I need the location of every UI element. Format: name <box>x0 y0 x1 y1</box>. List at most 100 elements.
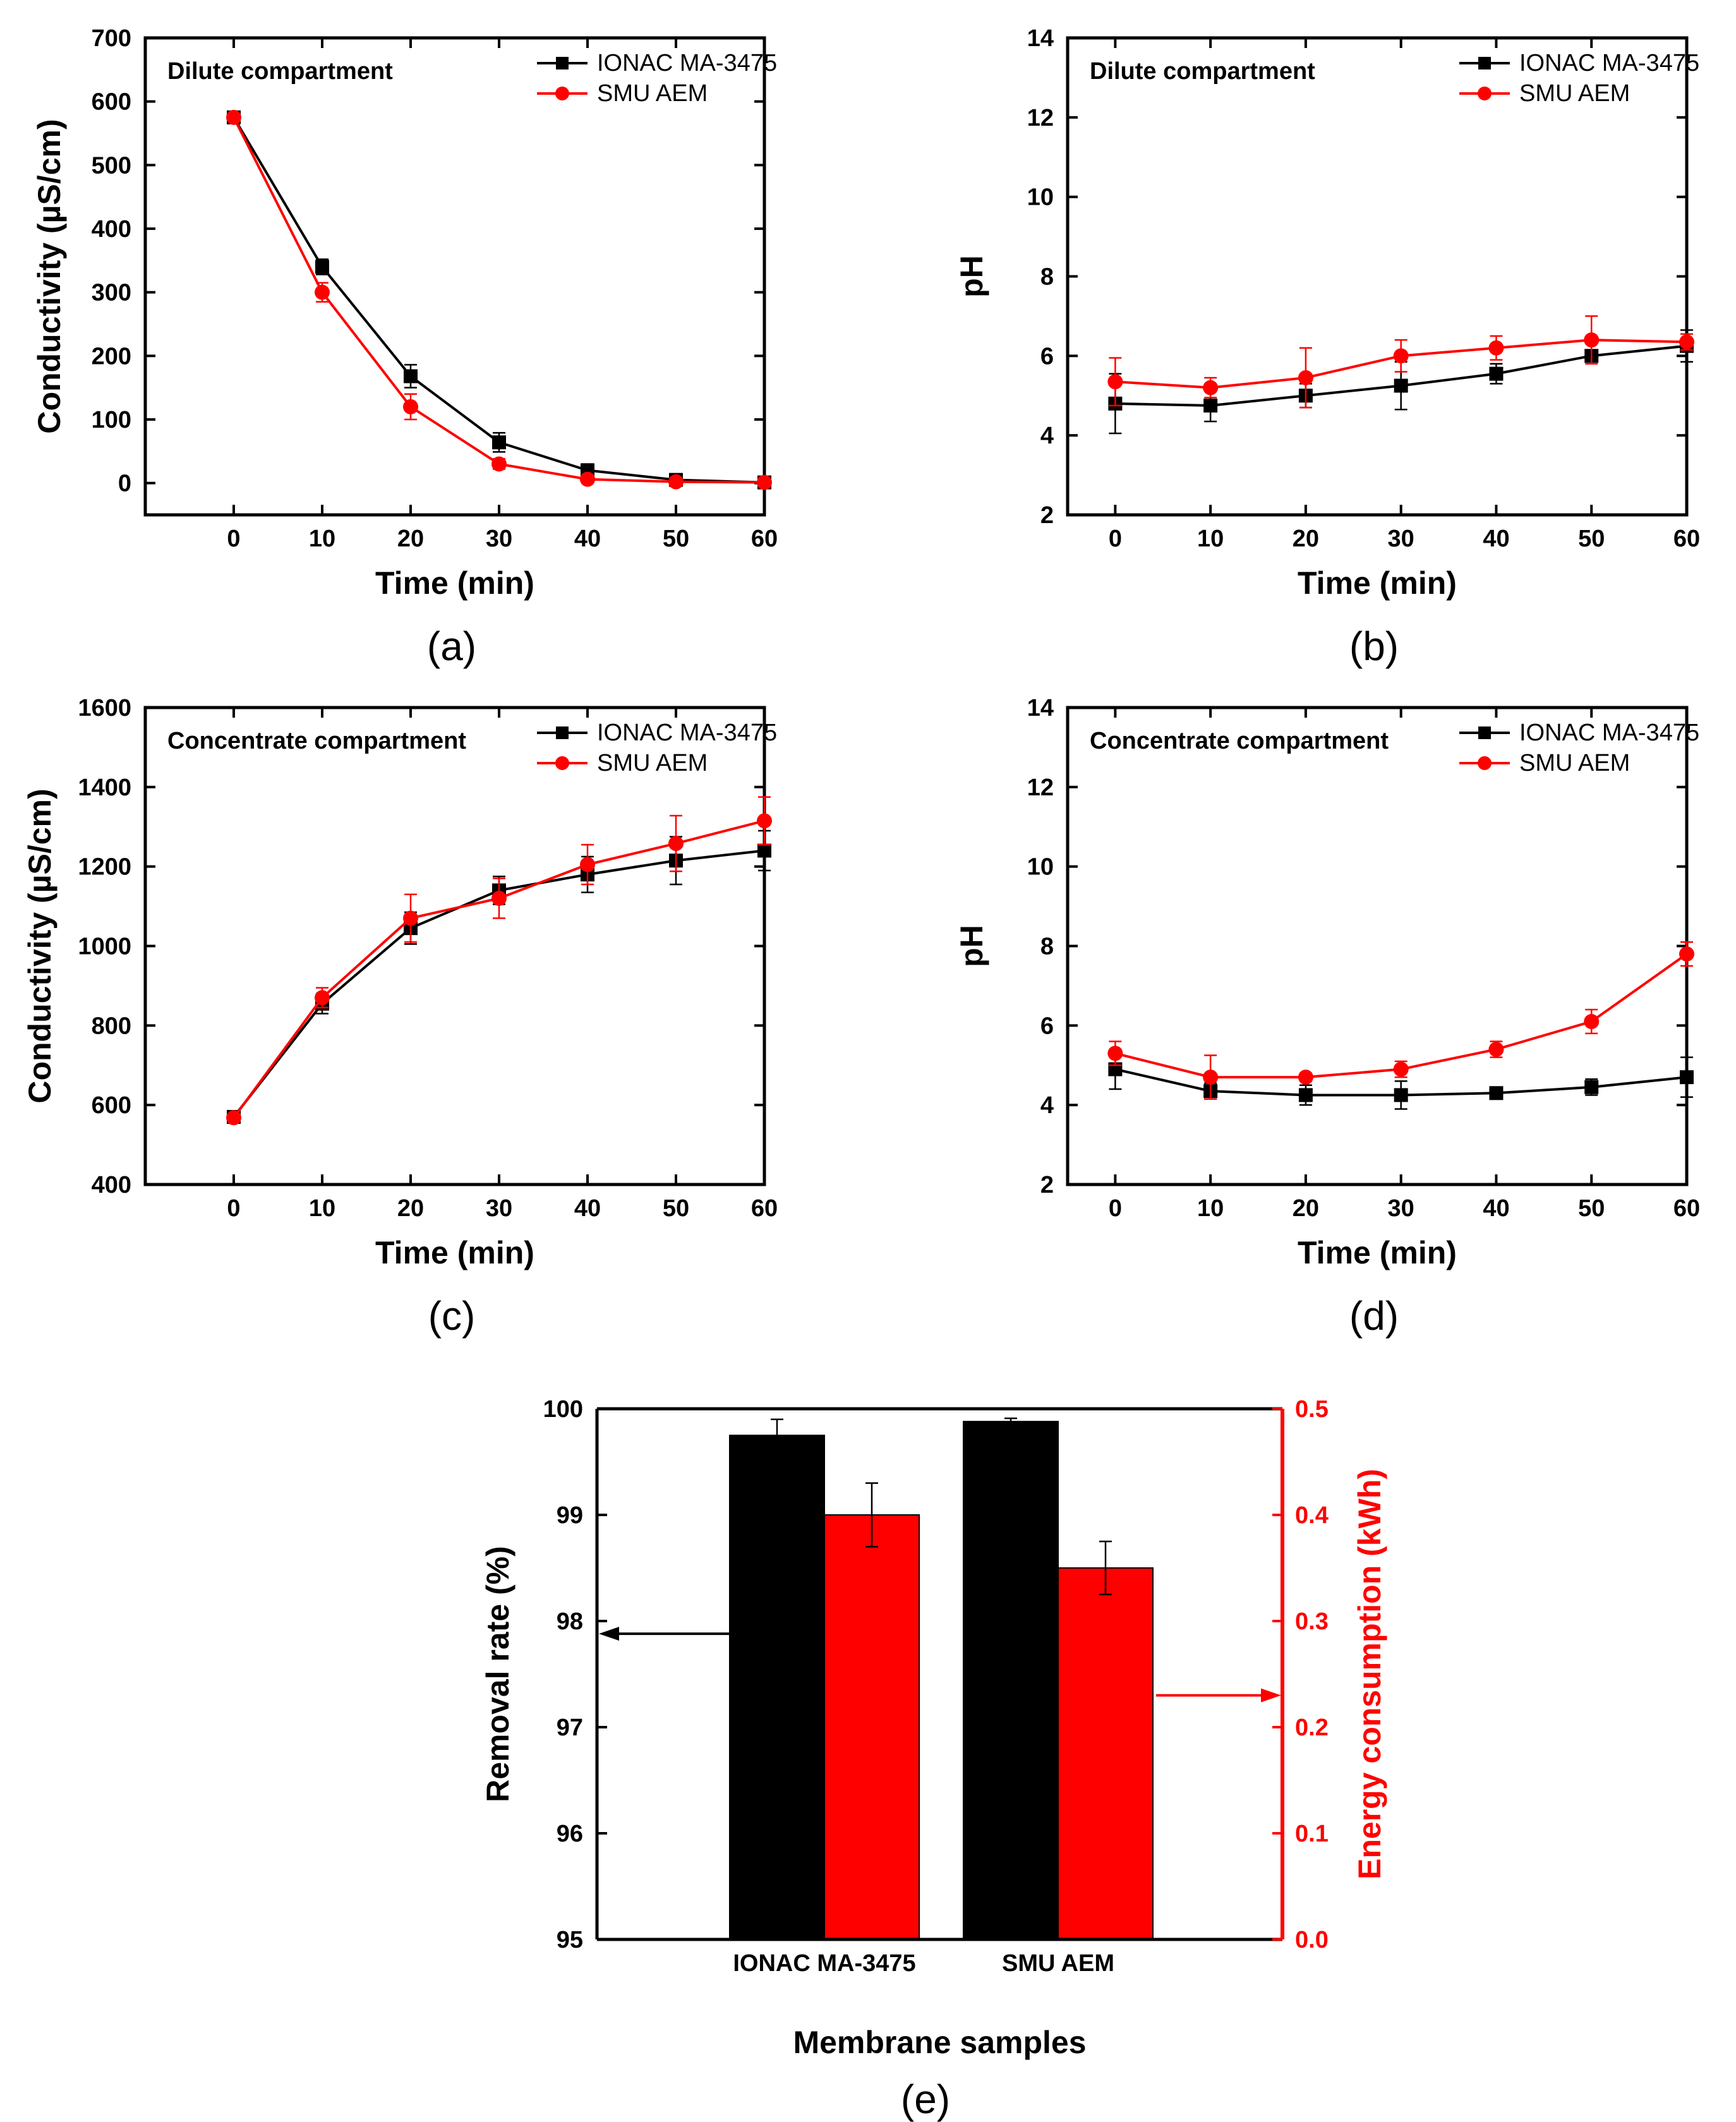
y-tick-label: 95 <box>557 1927 583 1953</box>
panel-c: 400 600 800 1000 1200 1400 1600 0 10 20 30 40 50 60 Ti… <box>22 695 778 1339</box>
panel-e: IONAC MA-3475 SMU AEM 95 96 97 98 99 100 0.0 0.1 0… <box>480 1396 1387 2122</box>
y-tick-label: 8 <box>1040 934 1054 960</box>
data-point-circle <box>1298 1070 1313 1085</box>
legend-label: SMU AEM <box>597 750 708 776</box>
y-tick-label: 10 <box>1027 184 1054 211</box>
legend-label: SMU AEM <box>1519 80 1630 107</box>
y2-tick-label: 0.1 <box>1295 1821 1329 1847</box>
data-point-circle <box>1488 1042 1504 1058</box>
data-point-circle <box>757 474 772 490</box>
x-tick-label: 30 <box>1388 526 1414 552</box>
data-point-circle <box>668 474 684 490</box>
x-tick-label: 30 <box>486 526 512 552</box>
y-tick-label: 600 <box>92 1092 131 1119</box>
bar-removal-rate <box>963 1421 1059 1940</box>
panel-label: (d) <box>1349 1293 1399 1339</box>
y-tick-label: 200 <box>92 343 131 370</box>
y-tick-label: 100 <box>92 407 131 433</box>
data-point-square <box>1298 1088 1313 1102</box>
legend-circle-marker <box>1478 756 1492 770</box>
plot-title: Dilute compartment <box>1090 58 1315 85</box>
plot-title: Concentrate compartment <box>1090 728 1389 754</box>
x-tick-label: 50 <box>1578 1195 1605 1222</box>
y-tick-label: 6 <box>1040 1013 1054 1039</box>
x-tick-label: 60 <box>1673 1195 1700 1222</box>
y-tick-label: 98 <box>557 1608 583 1635</box>
data-point-circle <box>1679 334 1694 350</box>
x-tick-label: 60 <box>1673 526 1700 552</box>
data-point-circle <box>1298 370 1313 385</box>
data-point-circle <box>1488 340 1504 356</box>
data-point-circle <box>491 456 507 472</box>
panel-label: (c) <box>428 1293 476 1339</box>
y-tick-label: 100 <box>543 1396 583 1423</box>
plot-frame <box>143 36 766 517</box>
legend-label: SMU AEM <box>1519 750 1630 776</box>
data-point-circle <box>491 891 507 906</box>
series-line <box>232 819 765 1119</box>
legend-square-marker <box>1478 726 1491 739</box>
data-point-square <box>404 369 418 383</box>
data-point-circle <box>1203 380 1219 395</box>
legend-square-marker <box>556 57 569 69</box>
legend-circle-marker <box>555 87 569 100</box>
x-tick-label: 50 <box>1578 526 1605 552</box>
data-point-square <box>492 435 506 450</box>
category-label: SMU AEM <box>1002 1950 1114 1977</box>
series-line <box>232 116 765 484</box>
x-tick-label: 40 <box>574 526 601 552</box>
data-point-circle <box>1584 332 1600 348</box>
y-axis-title: pH <box>954 925 989 967</box>
x-tick-label: 0 <box>1109 1195 1122 1222</box>
data-point-circle <box>403 910 418 926</box>
data-point-circle <box>668 836 684 852</box>
x-tick-label: 0 <box>227 1195 240 1222</box>
data-point-circle <box>1393 348 1409 364</box>
y2-tick-label: 0.0 <box>1295 1927 1329 1953</box>
data-point-circle <box>226 109 241 125</box>
left-arrow-head <box>599 1627 619 1641</box>
data-point-square <box>1489 366 1504 381</box>
plot-frame <box>1066 706 1689 1186</box>
panel-label: (b) <box>1349 624 1399 669</box>
x-tick-label: 40 <box>1483 1195 1509 1222</box>
y-tick-label: 400 <box>92 1172 131 1198</box>
data-point-square <box>1394 378 1408 393</box>
x-tick-label: 20 <box>397 1195 424 1222</box>
bar-removal-rate <box>729 1435 825 1940</box>
data-point-circle <box>580 471 595 487</box>
data-point-circle <box>1107 374 1123 390</box>
data-point-circle <box>1584 1014 1600 1030</box>
legend-label: SMU AEM <box>597 80 708 107</box>
x-tick-label: 0 <box>1109 526 1122 552</box>
y-tick-label: 0 <box>118 471 131 497</box>
panel-b: 2 4 6 8 10 12 14 0 10 20 30 40 50 60 Time (min) pH Dilut… <box>954 25 1700 669</box>
x-tick-label: 10 <box>309 526 335 552</box>
y2-tick-label: 0.3 <box>1295 1608 1329 1635</box>
data-point-circle <box>1107 1046 1123 1061</box>
data-point-circle <box>757 813 772 829</box>
legend-circle-marker <box>555 756 569 770</box>
data-point-square <box>1680 1070 1694 1085</box>
bar-energy-consumption <box>824 1514 920 1940</box>
data-point-circle <box>1679 946 1694 962</box>
y-tick-label: 400 <box>92 216 131 243</box>
data-point-circle <box>1393 1061 1409 1077</box>
y-axis-title: Conductivity (µS/cm) <box>32 119 67 433</box>
x-axis-title: Membrane samples <box>793 2025 1086 2060</box>
y-tick-label: 4 <box>1040 1092 1054 1119</box>
plot-title: Dilute compartment <box>167 58 393 85</box>
category-label: IONAC MA-3475 <box>733 1950 915 1977</box>
y-tick-label: 12 <box>1027 105 1054 131</box>
bar-energy-consumption <box>1058 1567 1154 1940</box>
legend-label: IONAC MA-3475 <box>1519 50 1699 76</box>
x-tick-label: 20 <box>397 526 424 552</box>
data-point-circle <box>580 857 595 872</box>
legend-square-marker <box>1478 57 1491 69</box>
data-point-circle <box>226 1110 241 1126</box>
x-tick-label: 50 <box>663 526 689 552</box>
x-tick-label: 20 <box>1293 1195 1319 1222</box>
plot-title: Concentrate compartment <box>167 728 466 754</box>
legend-label: IONAC MA-3475 <box>1519 720 1699 746</box>
